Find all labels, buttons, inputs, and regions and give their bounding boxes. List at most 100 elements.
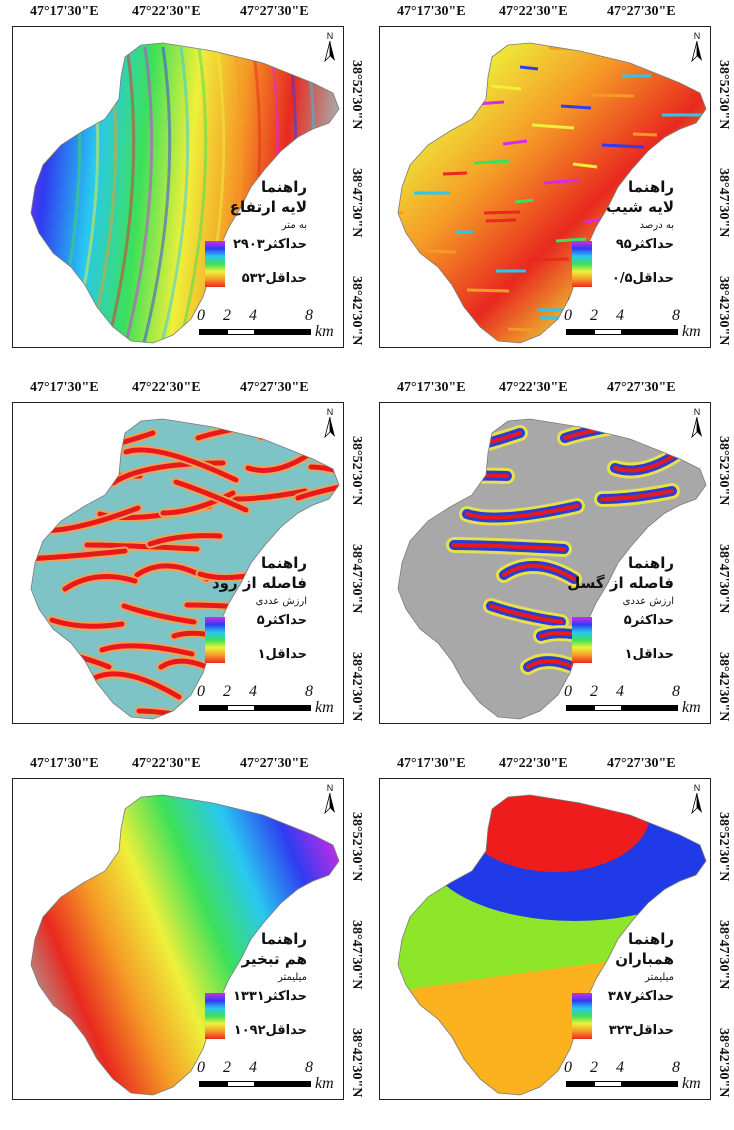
north-label: N	[326, 783, 334, 793]
north-arrow: N	[321, 783, 339, 817]
river-line	[84, 542, 200, 552]
river-line	[173, 479, 249, 513]
slope-streak	[685, 229, 706, 235]
map-canvas	[30, 418, 340, 720]
map-canvas	[397, 418, 707, 720]
elevation-ridge	[159, 46, 190, 343]
slope-streak	[398, 73, 409, 79]
elevation-ridge	[177, 46, 208, 343]
legend-max-value: حداکثر۵	[623, 613, 674, 628]
longitude-tick: 47°22'30"E	[499, 380, 568, 395]
legend-title: راهنما	[628, 554, 674, 572]
slope-streak	[425, 249, 457, 254]
rainfall-zone-red	[460, 795, 650, 872]
fault-line	[489, 604, 563, 624]
fault-line	[452, 543, 566, 551]
fault-line	[502, 563, 576, 581]
legend-color-ramp	[205, 241, 225, 287]
river-line	[308, 464, 339, 498]
legend-max-value: حداکثر۱۳۳۱	[232, 989, 307, 1004]
slope-streak	[432, 120, 458, 126]
north-arrow-icon	[691, 416, 702, 439]
river-line	[49, 617, 125, 629]
slope-streak	[502, 139, 528, 146]
longitude-tick: 47°17'30"E	[30, 4, 99, 19]
latitude-tick: 38°47'30"N	[716, 920, 731, 990]
slope-streak	[666, 295, 706, 302]
north-arrow-icon	[324, 416, 335, 439]
north-arrow: N	[321, 31, 339, 65]
legend-color-ramp	[572, 993, 592, 1039]
elevation-ridge	[123, 46, 154, 343]
fault-buffer-inner	[398, 674, 468, 715]
scale-bar-graphic	[566, 705, 678, 711]
longitude-tick: 47°17'30"E	[397, 4, 466, 19]
slope-streak	[490, 84, 522, 91]
slope-streak	[673, 171, 706, 176]
slope-streak	[485, 218, 517, 223]
legend-min-value: حداقل۰/۵	[611, 271, 674, 286]
latitude-tick: 38°52'30"N	[716, 812, 731, 882]
map-legend: راهنما فاصله از رود ارزش عددی حداکثر۵ حد…	[182, 553, 307, 671]
scale-bar-graphic	[566, 1081, 678, 1087]
slope-streak	[507, 327, 533, 332]
fault-line	[398, 419, 452, 425]
latitude-tick: 38°42'30"N	[716, 276, 731, 346]
river-line	[232, 488, 308, 502]
scale-tick: 8	[305, 683, 313, 700]
evaporation-map-panel: 47°17'30"E 47°22'30"E 47°27'30"E N راهنم…	[0, 752, 367, 1128]
scale-unit: km	[315, 323, 334, 340]
scale-tick: 0	[197, 683, 205, 700]
map-legend: راهنما لایه ارتفاع به متر حداکثر۲۹۰۳ حدا…	[182, 177, 307, 295]
legend-unit: ارزش عددی	[622, 596, 674, 607]
map-legend: راهنما لایه شیب به درصد حداکثر۹۵ حداقل۰/…	[549, 177, 674, 295]
slope-streak	[591, 93, 635, 98]
map-frame: N راهنما لایه ارتفاع به متر حداکثر۲۹۰۳ ح…	[12, 26, 344, 348]
latitude-tick: 38°42'30"N	[349, 652, 364, 722]
north-arrow-icon	[691, 792, 702, 815]
longitude-tick: 47°22'30"E	[499, 4, 568, 19]
scale-tick: 0	[564, 307, 572, 324]
latitude-tick: 38°47'30"N	[349, 544, 364, 614]
fault-distance-map-panel: 47°17'30"E 47°22'30"E 47°27'30"E N راهنم…	[367, 376, 734, 752]
fault-buffer-inner	[398, 419, 455, 428]
map-legend: راهنما همباران میلیمتر حداکثر۳۸۷ حداقل۳۲…	[549, 929, 674, 1047]
north-arrow-icon	[324, 40, 335, 63]
fault-line	[398, 677, 465, 712]
legend-unit: به متر	[281, 220, 307, 231]
scale-tick: 8	[672, 307, 680, 324]
north-arrow: N	[321, 407, 339, 441]
elevation-map-panel: 47°17'30"E 47°22'30"E 47°27'30"E N راهنم…	[0, 0, 367, 376]
legend-title: راهنما	[261, 178, 307, 196]
latitude-tick: 38°52'30"N	[716, 60, 731, 130]
legend-color-ramp	[572, 241, 592, 287]
scale-tick: 2	[223, 1059, 231, 1076]
slope-streak	[420, 61, 452, 68]
river-line	[319, 583, 339, 597]
scale-tick: 8	[672, 683, 680, 700]
longitude-tick: 47°27'30"E	[240, 4, 309, 19]
river-line	[306, 611, 339, 640]
river-line	[31, 677, 99, 713]
legend-max-value: حداکثر۹۵	[615, 237, 674, 252]
slope-streak	[519, 65, 539, 71]
slope-streak	[398, 210, 404, 215]
longitude-tick: 47°27'30"E	[607, 4, 676, 19]
legend-max-value: حداکثر۵	[256, 613, 307, 628]
longitude-tick: 47°17'30"E	[397, 756, 466, 771]
longitude-tick: 47°27'30"E	[607, 756, 676, 771]
map-frame: N راهنما فاصله از گسل ارزش عددی حداکثر۵ …	[379, 402, 711, 724]
slope-streak	[690, 93, 706, 98]
slope-streak	[479, 28, 515, 30]
map-canvas	[397, 28, 707, 344]
legend-layer-name: لایه شیب	[606, 198, 674, 216]
fault-buffer	[398, 419, 458, 431]
map-canvas	[397, 794, 707, 1096]
latitude-tick: 38°42'30"N	[349, 1028, 364, 1098]
river-buffer	[304, 609, 339, 642]
scale-tick: 0	[197, 307, 205, 324]
scale-tick: 4	[249, 1059, 257, 1076]
slope-streak	[473, 159, 511, 165]
scale-bar-graphic	[199, 1081, 311, 1087]
latitude-tick: 38°47'30"N	[349, 920, 364, 990]
